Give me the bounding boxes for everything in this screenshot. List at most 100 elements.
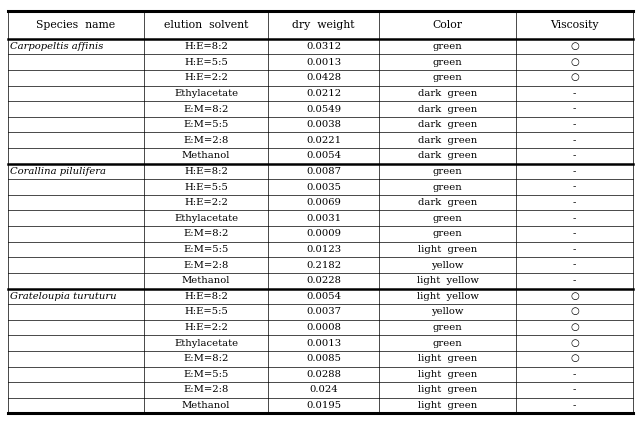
Text: 0.0212: 0.0212 — [306, 89, 341, 98]
Text: 0.0013: 0.0013 — [306, 339, 341, 348]
Text: E:M=2:8: E:M=2:8 — [183, 136, 229, 145]
Text: -: - — [573, 183, 576, 192]
Text: -: - — [573, 385, 576, 394]
Text: ○: ○ — [570, 354, 579, 363]
Text: ○: ○ — [570, 58, 579, 67]
Text: E:M=2:8: E:M=2:8 — [183, 385, 229, 394]
Text: H:E=5:5: H:E=5:5 — [184, 183, 228, 192]
Text: -: - — [573, 261, 576, 270]
Text: green: green — [433, 73, 462, 82]
Text: 0.0031: 0.0031 — [306, 214, 341, 223]
Text: dark  green: dark green — [418, 136, 477, 145]
Text: 0.0195: 0.0195 — [306, 401, 341, 410]
Text: 0.0228: 0.0228 — [306, 276, 341, 285]
Text: dark  green: dark green — [418, 105, 477, 114]
Text: H:E=5:5: H:E=5:5 — [184, 58, 228, 67]
Text: yellow: yellow — [431, 261, 463, 270]
Text: H:E=5:5: H:E=5:5 — [184, 307, 228, 316]
Text: 0.0037: 0.0037 — [306, 307, 341, 316]
Text: -: - — [573, 198, 576, 207]
Text: 0.0428: 0.0428 — [306, 73, 341, 82]
Text: H:E=2:2: H:E=2:2 — [184, 73, 228, 82]
Text: 0.0054: 0.0054 — [306, 292, 341, 301]
Text: E:M=8:2: E:M=8:2 — [183, 354, 229, 363]
Text: dark  green: dark green — [418, 120, 477, 129]
Text: E:M=5:5: E:M=5:5 — [183, 245, 229, 254]
Text: green: green — [433, 183, 462, 192]
Text: yellow: yellow — [431, 307, 463, 316]
Text: H:E=2:2: H:E=2:2 — [184, 198, 228, 207]
Text: green: green — [433, 58, 462, 67]
Text: -: - — [573, 214, 576, 223]
Text: H:E=2:2: H:E=2:2 — [184, 323, 228, 332]
Text: ○: ○ — [570, 339, 579, 348]
Text: ○: ○ — [570, 292, 579, 301]
Text: Ethylacetate: Ethylacetate — [174, 214, 238, 223]
Text: -: - — [573, 151, 576, 160]
Text: 0.0054: 0.0054 — [306, 151, 341, 160]
Text: E:M=8:2: E:M=8:2 — [183, 229, 229, 238]
Text: dark  green: dark green — [418, 89, 477, 98]
Text: 0.0069: 0.0069 — [306, 198, 341, 207]
Text: light  green: light green — [418, 401, 477, 410]
Text: 0.0123: 0.0123 — [306, 245, 341, 254]
Text: Methanol: Methanol — [182, 401, 230, 410]
Text: 0.0549: 0.0549 — [306, 105, 341, 114]
Text: dark  green: dark green — [418, 151, 477, 160]
Text: -: - — [573, 401, 576, 410]
Text: green: green — [433, 214, 462, 223]
Text: E:M=5:5: E:M=5:5 — [183, 370, 229, 379]
Text: Color: Color — [433, 20, 463, 30]
Text: -: - — [573, 370, 576, 379]
Text: light  green: light green — [418, 370, 477, 379]
Text: H:E=8:2: H:E=8:2 — [184, 167, 228, 176]
Text: E:M=5:5: E:M=5:5 — [183, 120, 229, 129]
Text: 0.0085: 0.0085 — [306, 354, 341, 363]
Text: dark  green: dark green — [418, 198, 477, 207]
Text: -: - — [573, 229, 576, 238]
Text: elution  solvent: elution solvent — [164, 20, 248, 30]
Text: ○: ○ — [570, 73, 579, 82]
Text: green: green — [433, 339, 462, 348]
Text: 0.0288: 0.0288 — [306, 370, 341, 379]
Text: dry  weight: dry weight — [292, 20, 355, 30]
Text: -: - — [573, 89, 576, 98]
Text: green: green — [433, 323, 462, 332]
Text: 0.0312: 0.0312 — [306, 42, 341, 51]
Text: -: - — [573, 276, 576, 285]
Text: 0.0035: 0.0035 — [306, 183, 341, 192]
Text: -: - — [573, 105, 576, 114]
Text: Methanol: Methanol — [182, 151, 230, 160]
Text: -: - — [573, 136, 576, 145]
Text: -: - — [573, 167, 576, 176]
Text: 0.0221: 0.0221 — [306, 136, 341, 145]
Text: ○: ○ — [570, 42, 579, 51]
Text: H:E=8:2: H:E=8:2 — [184, 292, 228, 301]
Text: 0.0013: 0.0013 — [306, 58, 341, 67]
Text: E:M=2:8: E:M=2:8 — [183, 261, 229, 270]
Text: green: green — [433, 229, 462, 238]
Text: 0.0009: 0.0009 — [306, 229, 341, 238]
Text: E:M=8:2: E:M=8:2 — [183, 105, 229, 114]
Text: ○: ○ — [570, 323, 579, 332]
Text: Corallina pilulifera: Corallina pilulifera — [10, 167, 106, 176]
Text: green: green — [433, 42, 462, 51]
Text: light  green: light green — [418, 385, 477, 394]
Text: light  yellow: light yellow — [417, 276, 478, 285]
Text: Methanol: Methanol — [182, 276, 230, 285]
Text: light  yellow: light yellow — [417, 292, 478, 301]
Text: Ethylacetate: Ethylacetate — [174, 89, 238, 98]
Text: Ethylacetate: Ethylacetate — [174, 339, 238, 348]
Text: H:E=8:2: H:E=8:2 — [184, 42, 228, 51]
Text: Carpopeltis affinis: Carpopeltis affinis — [10, 42, 104, 51]
Text: 0.0038: 0.0038 — [306, 120, 341, 129]
Text: light  green: light green — [418, 354, 477, 363]
Text: Grateloupia turuturu: Grateloupia turuturu — [10, 292, 117, 301]
Text: 0.0087: 0.0087 — [306, 167, 341, 176]
Text: ○: ○ — [570, 307, 579, 316]
Text: 0.0008: 0.0008 — [306, 323, 341, 332]
Text: -: - — [573, 120, 576, 129]
Text: light  green: light green — [418, 245, 477, 254]
Text: green: green — [433, 167, 462, 176]
Text: 0.024: 0.024 — [309, 385, 338, 394]
